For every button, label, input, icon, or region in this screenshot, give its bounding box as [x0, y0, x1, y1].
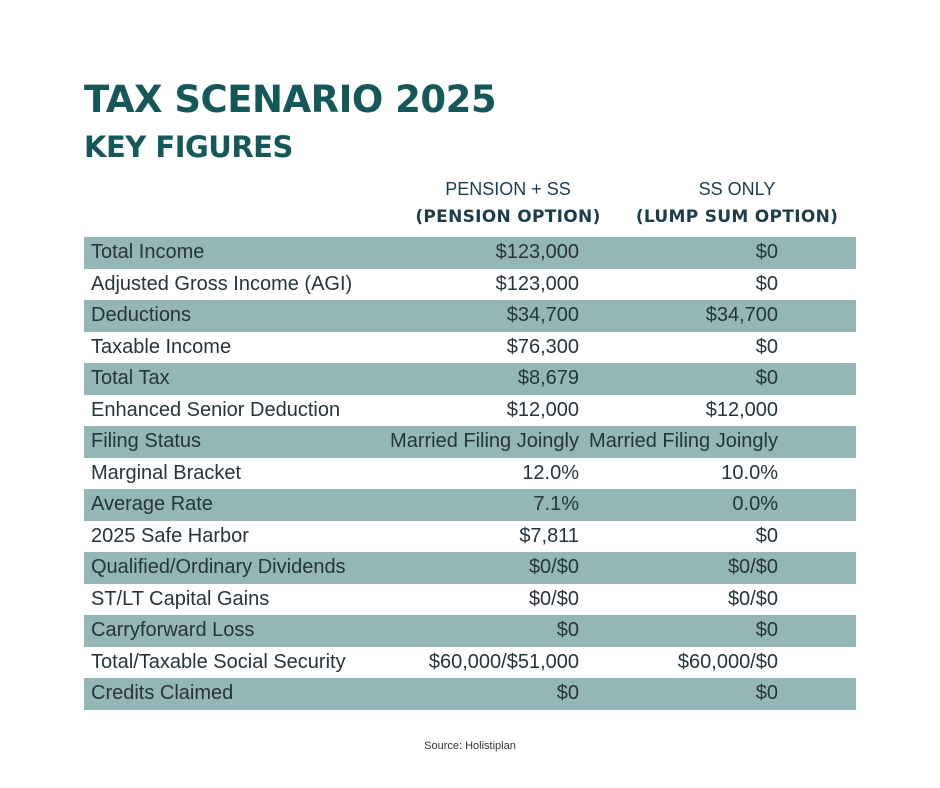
source-note: Source: Holistiplan — [424, 740, 516, 752]
lump-sum-option-value: $0/$0 — [727, 556, 778, 579]
pension-option-value: $76,300 — [506, 335, 579, 358]
column-header-ss-only: SS ONLY (LUMP SUM OPTION) — [630, 176, 844, 232]
lump-sum-option-value: $60,000/$0 — [677, 650, 778, 673]
row-label: Average Rate — [91, 493, 213, 516]
lump-sum-option-value: $0/$0 — [727, 587, 778, 610]
table-row: ST/LT Capital Gains $0/$0 $0/$0 — [84, 584, 856, 616]
lump-sum-option-value: $34,700 — [705, 304, 778, 327]
lump-sum-option-value: $0 — [755, 367, 778, 390]
pension-option-value: $123,000 — [495, 272, 579, 295]
pension-option-value: 12.0% — [522, 461, 579, 484]
lump-sum-option-value: $0 — [755, 335, 778, 358]
column-header-pension-line1: PENSION + SS — [445, 179, 571, 199]
lump-sum-option-value: $0 — [755, 524, 778, 547]
lump-sum-option-value: 0.0% — [732, 493, 778, 516]
pension-option-value: $0/$0 — [528, 556, 579, 579]
table-row: Average Rate 7.1% 0.0% — [84, 489, 856, 521]
table-row: Filing Status Married Filing Joingly Marri… — [84, 426, 856, 458]
table-row: Qualified/Ordinary Dividends $0/$0 $0/$0 — [84, 552, 856, 584]
table-row: 2025 Safe Harbor $7,811 $0 — [84, 521, 856, 553]
table-row: Carryforward Loss $0 $0 — [84, 615, 856, 647]
row-label: Filing Status — [91, 430, 202, 453]
table-row: Enhanced Senior Deduction $12,000 $12,000 — [84, 395, 856, 427]
lump-sum-option-value: $0 — [755, 682, 778, 705]
row-label: Taxable Income — [91, 335, 232, 358]
lump-sum-option-value: $0 — [755, 619, 778, 642]
page-subtitle: KEY FIGURES — [84, 130, 293, 164]
row-label: Carryforward Loss — [91, 619, 255, 642]
table-row: Credits Claimed $0 $0 — [84, 678, 856, 710]
row-label: Adjusted Gross Income (AGI) — [91, 272, 353, 295]
row-label: Credits Claimed — [91, 682, 234, 705]
row-label: Total Tax — [91, 367, 170, 390]
lump-sum-option-value: $0 — [755, 241, 778, 264]
table-row: Deductions $34,700 $34,700 — [84, 300, 856, 332]
table-row: Marginal Bracket 12.0% 10.0% — [84, 458, 856, 490]
pension-option-value: $123,000 — [495, 241, 579, 264]
row-label: 2025 Safe Harbor — [91, 524, 249, 547]
pension-option-value: $60,000/$51,000 — [428, 650, 579, 673]
table-row: Adjusted Gross Income (AGI) $123,000 $0 — [84, 269, 856, 301]
row-label: Enhanced Senior Deduction — [91, 398, 341, 421]
lump-sum-option-value: 10.0% — [721, 461, 778, 484]
table-row: Taxable Income $76,300 $0 — [84, 332, 856, 364]
pension-option-value: $8,679 — [517, 367, 579, 390]
pension-option-value: $7,811 — [519, 524, 579, 547]
row-label: Qualified/Ordinary Dividends — [91, 556, 346, 579]
row-label: Marginal Bracket — [91, 461, 242, 484]
lump-sum-option-value: $0 — [755, 272, 778, 295]
table-row: Total Income $123,000 $0 — [84, 237, 856, 269]
table-row: Total/Taxable Social Security $60,000/$51… — [84, 647, 856, 679]
pension-option-value: $12,000 — [506, 398, 579, 421]
lump-sum-option-value: Married Filing Joingly — [589, 430, 778, 453]
pension-option-value: Married Filing Joingly — [390, 430, 579, 453]
column-header-ss-only-line2: (LUMP SUM OPTION) — [635, 207, 839, 227]
pension-option-value: 7.1% — [533, 493, 579, 516]
pension-option-value: $34,700 — [506, 304, 579, 327]
pension-option-value: $0 — [556, 682, 579, 705]
row-label: Deductions — [91, 304, 192, 327]
page-title: TAX SCENARIO 2025 — [84, 78, 497, 121]
column-header-pension-line2: (PENSION OPTION) — [415, 207, 601, 227]
key-figures-table: Total Income $123,000 $0 Adjusted Gross Inc… — [84, 237, 856, 710]
table-row: Total Tax $8,679 $0 — [84, 363, 856, 395]
row-label: ST/LT Capital Gains — [91, 587, 270, 610]
lump-sum-option-value: $12,000 — [705, 398, 778, 421]
row-label: Total Income — [91, 241, 205, 264]
column-header-ss-only-line1: SS ONLY — [698, 179, 776, 199]
column-header-pension: PENSION + SS (PENSION OPTION) — [408, 176, 608, 232]
row-label: Total/Taxable Social Security — [91, 650, 346, 673]
pension-option-value: $0 — [556, 619, 579, 642]
pension-option-value: $0/$0 — [528, 587, 579, 610]
